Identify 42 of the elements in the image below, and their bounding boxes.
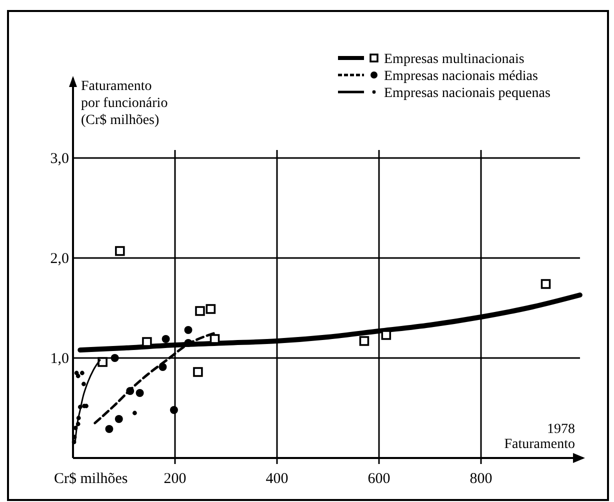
point (359, 336, 370, 346)
point (82, 382, 86, 386)
point (540, 279, 551, 289)
point (193, 367, 203, 377)
point (126, 387, 134, 395)
text: Cr$ milhões (54, 471, 128, 487)
point (210, 334, 220, 344)
point (170, 406, 178, 414)
x-tick-label: 400 (266, 471, 288, 487)
point (381, 330, 392, 340)
y-axis-title: Faturamento por funcionário (Cr$ milhões) (81, 79, 168, 128)
y-tick-label: 1,0 (50, 351, 69, 367)
x-tick-label: 800 (470, 471, 492, 487)
y-tick-label: 3,0 (50, 151, 69, 167)
legend-label: Empresas multinacionais (384, 52, 524, 67)
annotation: 1978 (547, 422, 575, 437)
point (142, 337, 152, 347)
point (74, 370, 79, 376)
legend-label: Empresas nacionais pequenas (384, 86, 550, 101)
point (72, 440, 76, 444)
point (76, 416, 81, 420)
point (105, 425, 114, 433)
point (114, 415, 123, 423)
point (76, 422, 80, 426)
x-tick-label: 200 (164, 471, 186, 487)
point (184, 339, 192, 347)
point (162, 335, 170, 343)
point (206, 304, 216, 314)
point (158, 363, 167, 371)
x-axis-title: Faturamento (504, 437, 575, 452)
point (80, 370, 84, 376)
y-tick-label: 2,0 (50, 251, 69, 267)
point (110, 354, 119, 362)
point (115, 246, 125, 256)
point (132, 410, 137, 416)
point (195, 306, 205, 316)
legend-label: Empresas nacionais médias (384, 69, 538, 84)
point (136, 389, 144, 397)
x-tick-label: 600 (368, 471, 390, 487)
point (78, 404, 82, 410)
point (184, 326, 192, 334)
point (98, 357, 108, 367)
